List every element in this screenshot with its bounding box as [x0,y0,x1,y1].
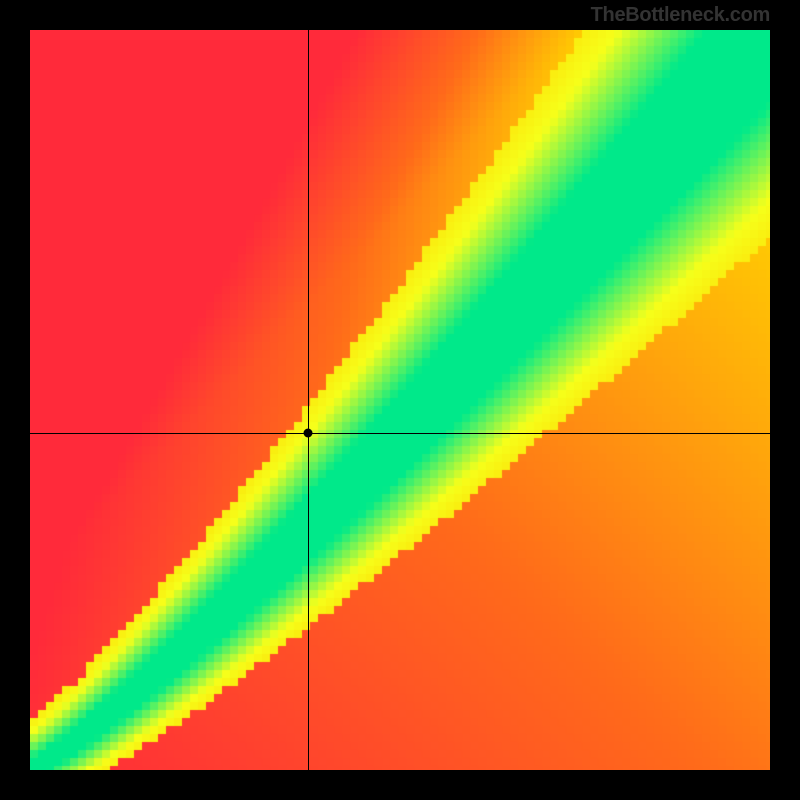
chart-container: TheBottleneck.com [0,0,800,800]
heatmap-canvas [30,30,770,770]
plot-area [30,30,770,770]
watermark-text: TheBottleneck.com [591,4,770,27]
